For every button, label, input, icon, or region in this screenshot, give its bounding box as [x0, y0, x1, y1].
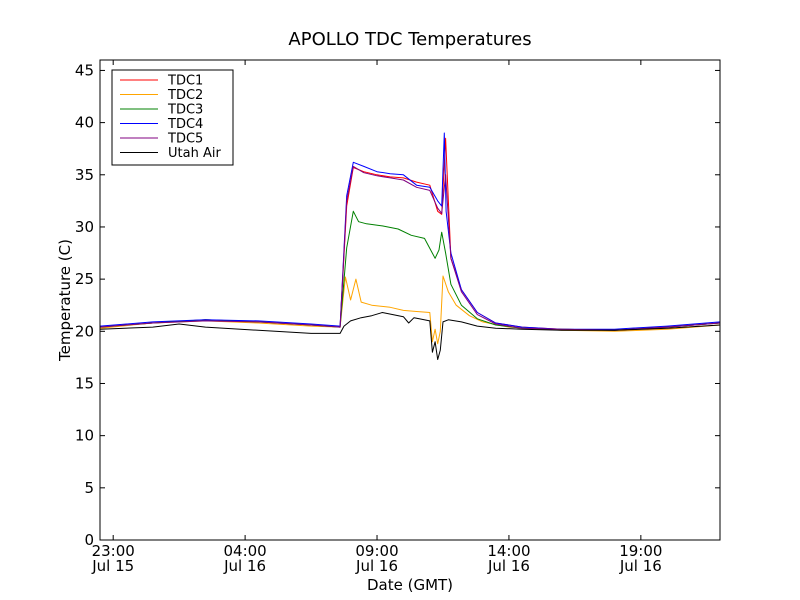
y-tick-label: 30 — [75, 218, 94, 236]
series-line-tdc5 — [99, 165, 721, 331]
plot-frame — [99, 59, 721, 541]
x-tick-time: 14:00 — [487, 542, 530, 560]
x-tick-date: Jul 16 — [619, 557, 662, 575]
x-tick-time: 19:00 — [619, 542, 662, 560]
legend-label: TDC4 — [167, 117, 203, 132]
x-tick-date: Jul 16 — [355, 557, 398, 575]
y-tick-label: 15 — [75, 374, 94, 392]
legend-label: TDC1 — [167, 74, 203, 89]
x-tick-time: 23:00 — [92, 542, 135, 560]
legend-label: TDC2 — [167, 88, 203, 103]
legend-label: Utah Air — [168, 146, 221, 161]
y-tick-label: 45 — [75, 61, 94, 79]
x-axis-label: Date (GMT) — [367, 576, 453, 594]
x-tick-date: Jul 15 — [91, 557, 134, 575]
y-tick-label: 35 — [75, 166, 94, 184]
x-tick-date: Jul 16 — [223, 557, 266, 575]
series-line-tdc2 — [99, 275, 721, 345]
legend-box — [111, 69, 234, 166]
y-tick-label: 5 — [84, 479, 94, 497]
y-tick-label: 10 — [75, 427, 94, 445]
y-axis-label: Temperature (C) — [56, 239, 74, 362]
y-tick-label: 0 — [84, 531, 94, 549]
series-line-tdc4 — [99, 132, 721, 330]
x-tick-time: 04:00 — [223, 542, 266, 560]
legend-label: TDC3 — [167, 103, 203, 118]
series-line-utah-air — [99, 312, 721, 360]
series-line-tdc3 — [99, 210, 721, 331]
y-tick-label: 40 — [75, 114, 94, 132]
y-tick-label: 25 — [75, 270, 94, 288]
legend-label: TDC5 — [167, 132, 203, 147]
x-tick-date: Jul 16 — [487, 557, 530, 575]
y-tick-label: 20 — [75, 322, 94, 340]
x-tick-time: 09:00 — [355, 542, 398, 560]
chart-title: APOLLO TDC Temperatures — [288, 29, 531, 50]
